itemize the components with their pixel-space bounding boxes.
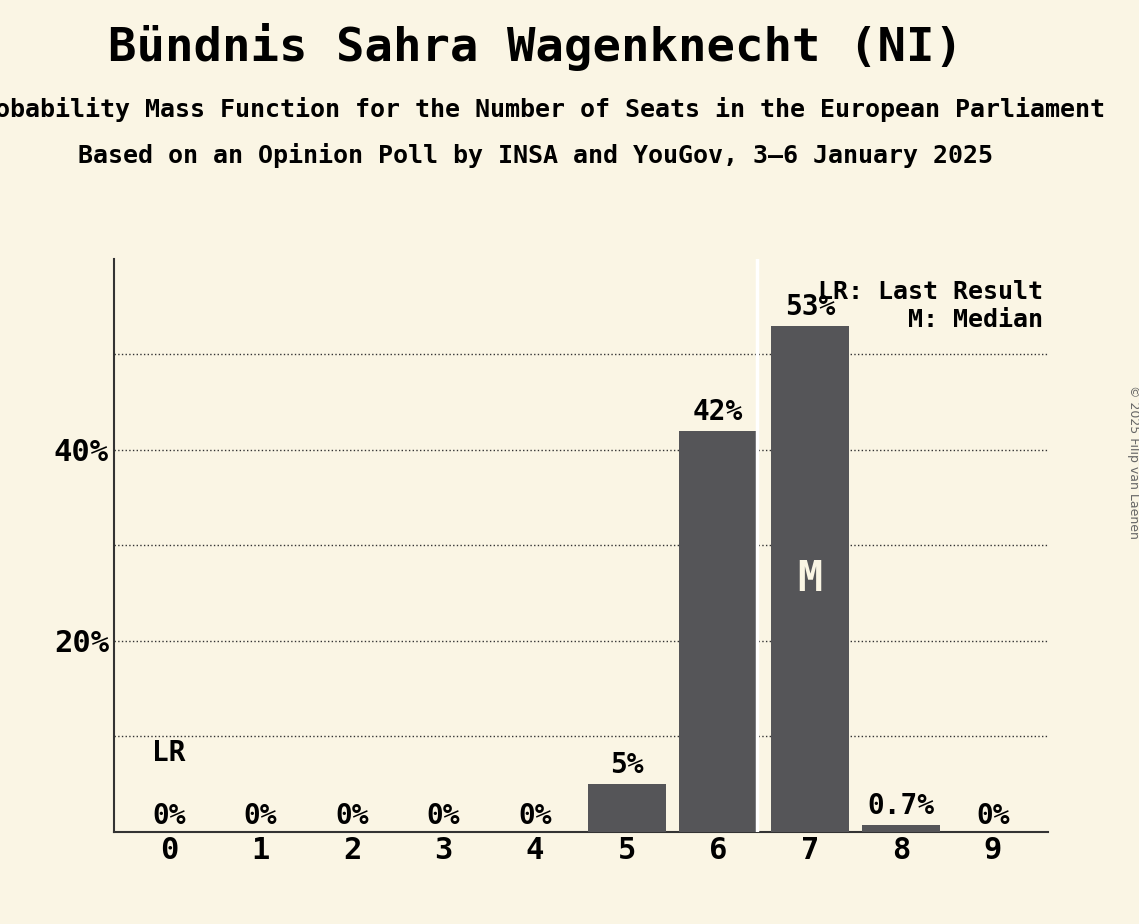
Bar (862, 825, 941, 832)
Text: 0%: 0% (518, 802, 552, 830)
Text: LR: LR (153, 738, 186, 767)
Text: © 2025 Filip van Laenen: © 2025 Filip van Laenen (1126, 385, 1139, 539)
Text: M: Median: M: Median (908, 309, 1043, 333)
Text: 53%: 53% (785, 293, 835, 321)
Text: Probability Mass Function for the Number of Seats in the European Parliament: Probability Mass Function for the Number… (0, 97, 1105, 122)
Text: 42%: 42% (694, 398, 744, 426)
Text: 0%: 0% (153, 802, 186, 830)
Text: M: M (797, 557, 822, 600)
Bar (679, 431, 757, 832)
Text: 0%: 0% (335, 802, 369, 830)
Text: LR: Last Result: LR: Last Result (818, 280, 1043, 304)
Bar (771, 325, 849, 832)
Text: Based on an Opinion Poll by INSA and YouGov, 3–6 January 2025: Based on an Opinion Poll by INSA and You… (77, 143, 993, 168)
Text: 5%: 5% (609, 751, 644, 779)
Text: 0%: 0% (427, 802, 460, 830)
Text: Bündnis Sahra Wagenknecht (NI): Bündnis Sahra Wagenknecht (NI) (108, 23, 962, 71)
Bar (588, 784, 665, 832)
Text: 0.7%: 0.7% (868, 792, 935, 821)
Text: 0%: 0% (244, 802, 277, 830)
Text: 0%: 0% (976, 802, 1009, 830)
